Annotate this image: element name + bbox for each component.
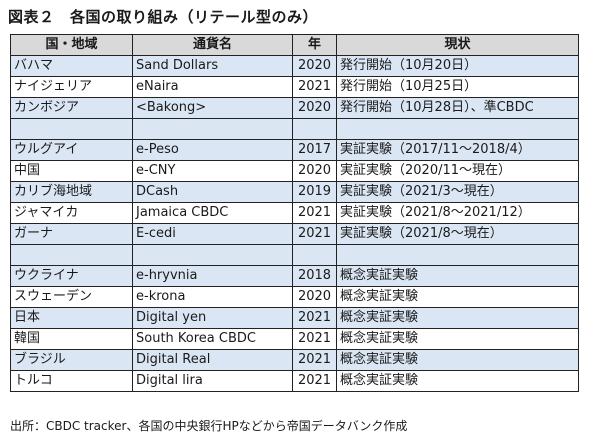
table-spacer-row [10, 118, 579, 140]
source-note: 出所：CBDC tracker、各国の中央銀行HPなどから帝国データバンク作成 [10, 419, 408, 433]
cell-year: 2020 [292, 97, 337, 119]
cell-country: ガーナ [10, 223, 133, 245]
table-row: 中国 e-CNY 2020 実証実験（2020/11～現在） [10, 160, 579, 182]
cell-currency: South Korea CBDC [132, 328, 293, 350]
cell-country: カリブ海地域 [10, 181, 133, 203]
cell-status: 実証実験（2017/11～2018/4） [336, 139, 579, 161]
cell-year: 2018 [292, 265, 337, 287]
table-row: カンボジア <Bakong> 2020 発行開始（10月28日）、準CBDC [10, 97, 579, 119]
cbdc-table: 国・地域 通貨名 年 現状 バハマ Sand Dollars 2020 発行開始（10… [10, 34, 579, 392]
cell-currency: eNaira [132, 76, 293, 98]
cell-status [336, 118, 579, 140]
header-year: 年 [292, 34, 337, 56]
table-row: バハマ Sand Dollars 2020 発行開始（10月20日） [10, 55, 579, 77]
cell-country: ナイジェリア [10, 76, 133, 98]
header-currency: 通貨名 [132, 34, 293, 56]
cell-year [292, 244, 337, 266]
cell-country: ウルグアイ [10, 139, 133, 161]
cell-status: 実証実験（2021/8～現在） [336, 223, 579, 245]
cell-status: 概念実証実験 [336, 265, 579, 287]
table-spacer-row [10, 244, 579, 266]
table-row: ガーナ E-cedi 2021 実証実験（2021/8～現在） [10, 223, 579, 245]
cell-currency: Jamaica CBDC [132, 202, 293, 224]
cell-country [10, 244, 133, 266]
cell-year: 2021 [292, 328, 337, 350]
table-row: 韓国 South Korea CBDC 2021 概念実証実験 [10, 328, 579, 350]
table-row: トルコ Digital lira 2021 概念実証実験 [10, 370, 579, 392]
figure-title: 図表２ 各国の取り組み（リテール型のみ） [8, 8, 319, 26]
header-country: 国・地域 [10, 34, 133, 56]
cell-year: 2019 [292, 181, 337, 203]
cell-year: 2021 [292, 349, 337, 371]
cell-country: トルコ [10, 370, 133, 392]
cell-status: 概念実証実験 [336, 328, 579, 350]
cell-status: 実証実験（2021/8～2021/12） [336, 202, 579, 224]
cell-status: 概念実証実験 [336, 349, 579, 371]
cell-status: 実証実験（2020/11～現在） [336, 160, 579, 182]
table-row: ナイジェリア eNaira 2021 発行開始（10月25日） [10, 76, 579, 98]
table-row: 日本 Digital yen 2021 概念実証実験 [10, 307, 579, 329]
cell-country: カンボジア [10, 97, 133, 119]
cell-year: 2021 [292, 223, 337, 245]
cell-year: 2017 [292, 139, 337, 161]
cell-year: 2021 [292, 76, 337, 98]
cell-currency: e-krona [132, 286, 293, 308]
cell-status: 概念実証実験 [336, 307, 579, 329]
cell-country: スウェーデン [10, 286, 133, 308]
cell-currency: E-cedi [132, 223, 293, 245]
cell-status: 発行開始（10月28日）、準CBDC [336, 97, 579, 119]
table-row: ジャマイカ Jamaica CBDC 2021 実証実験（2021/8～2021/12… [10, 202, 579, 224]
cell-year: 2020 [292, 160, 337, 182]
cell-currency: DCash [132, 181, 293, 203]
cell-status: 概念実証実験 [336, 286, 579, 308]
table-row: ウルグアイ e-Peso 2017 実証実験（2017/11～2018/4） [10, 139, 579, 161]
cell-country: 中国 [10, 160, 133, 182]
table-header-row: 国・地域 通貨名 年 現状 [10, 34, 579, 56]
table-row: スウェーデン e-krona 2020 概念実証実験 [10, 286, 579, 308]
cell-year: 2021 [292, 307, 337, 329]
cell-country: ブラジル [10, 349, 133, 371]
cell-currency: Digital lira [132, 370, 293, 392]
cell-year [292, 118, 337, 140]
cell-status: 実証実験（2021/3～現在） [336, 181, 579, 203]
cell-year: 2021 [292, 202, 337, 224]
cell-year: 2020 [292, 55, 337, 77]
cell-status [336, 244, 579, 266]
cell-currency: Sand Dollars [132, 55, 293, 77]
cell-currency: e-Peso [132, 139, 293, 161]
cell-country: ウクライナ [10, 265, 133, 287]
cell-country: 日本 [10, 307, 133, 329]
cell-country [10, 118, 133, 140]
table-row: カリブ海地域 DCash 2019 実証実験（2021/3～現在） [10, 181, 579, 203]
cell-currency: <Bakong> [132, 97, 293, 119]
cell-year: 2020 [292, 286, 337, 308]
cell-currency: e-hryvnia [132, 265, 293, 287]
cell-currency: Digital Real [132, 349, 293, 371]
cell-country: 韓国 [10, 328, 133, 350]
cell-status: 概念実証実験 [336, 370, 579, 392]
cell-status: 発行開始（10月25日） [336, 76, 579, 98]
cell-currency [132, 244, 293, 266]
cell-currency: Digital yen [132, 307, 293, 329]
cell-year: 2021 [292, 370, 337, 392]
table-row: ブラジル Digital Real 2021 概念実証実験 [10, 349, 579, 371]
table-row: ウクライナ e-hryvnia 2018 概念実証実験 [10, 265, 579, 287]
cell-country: バハマ [10, 55, 133, 77]
cell-currency [132, 118, 293, 140]
cell-status: 発行開始（10月20日） [336, 55, 579, 77]
cell-country: ジャマイカ [10, 202, 133, 224]
header-status: 現状 [336, 34, 579, 56]
cell-currency: e-CNY [132, 160, 293, 182]
